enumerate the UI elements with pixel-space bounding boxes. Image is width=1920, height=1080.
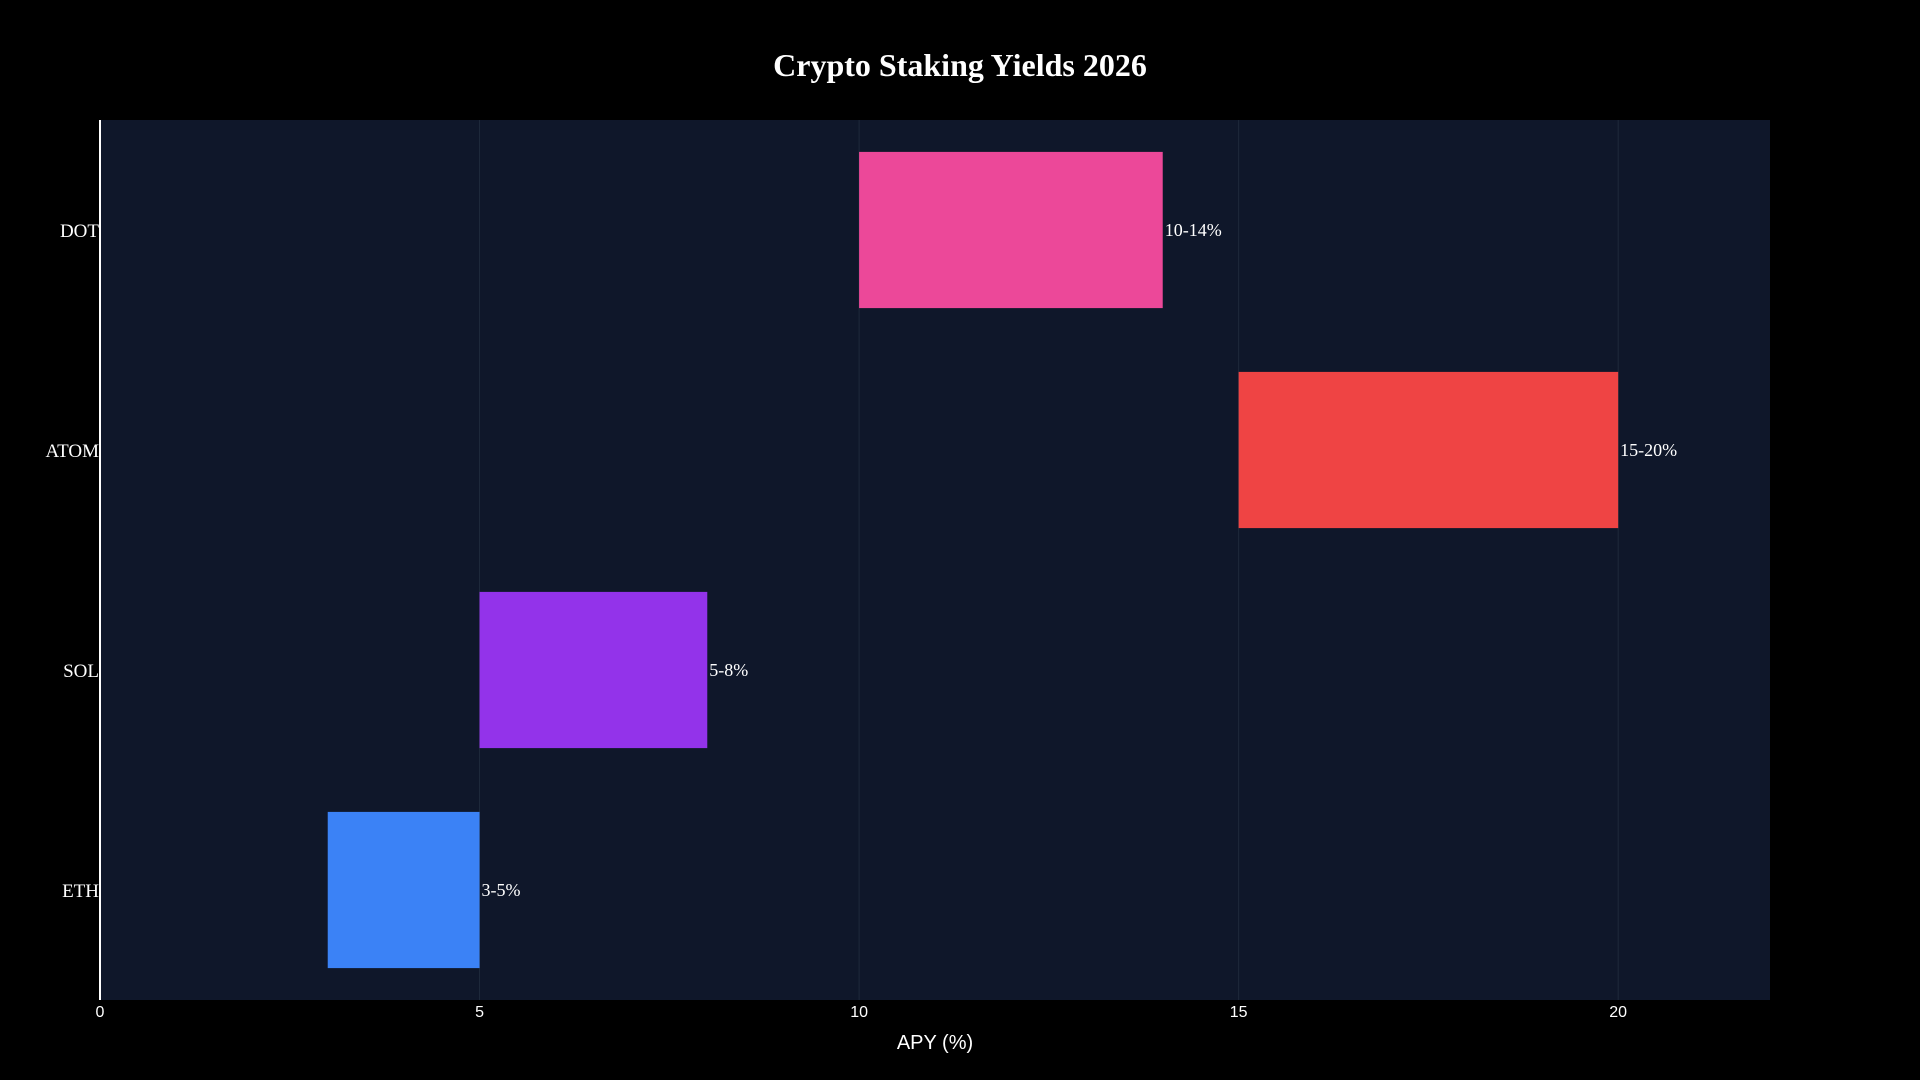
category-labels: DOT ATOM SOL ETH: [46, 221, 100, 902]
bar-dot[interactable]: [859, 151, 1163, 309]
x-tick-label: 0: [96, 1004, 105, 1021]
category-label-sol: SOL: [63, 661, 99, 682]
bars: 10-14% 15-20% 5-8% 3-5%: [327, 151, 1677, 969]
x-tick-label: 10: [850, 1004, 868, 1021]
chart-title: Crypto Staking Yields 2026: [773, 47, 1147, 83]
x-tick-labels: 0 5 10 15 20: [96, 1004, 1628, 1021]
bar-atom[interactable]: [1238, 371, 1619, 529]
bar-eth[interactable]: [327, 811, 480, 969]
bar-sol[interactable]: [479, 591, 708, 749]
x-tick-label: 20: [1609, 1004, 1627, 1021]
bar-label-eth: 3-5%: [482, 880, 521, 900]
bar-label-sol: 5-8%: [709, 660, 748, 680]
category-label-dot: DOT: [60, 221, 99, 242]
bar-label-atom: 15-20%: [1620, 440, 1677, 460]
x-tick-label: 5: [475, 1004, 484, 1021]
x-axis-title: APY (%): [897, 1032, 973, 1054]
category-label-atom: ATOM: [46, 441, 100, 462]
x-tick-label: 15: [1230, 1004, 1248, 1021]
bar-label-dot: 10-14%: [1165, 220, 1222, 240]
category-label-eth: ETH: [62, 881, 99, 902]
